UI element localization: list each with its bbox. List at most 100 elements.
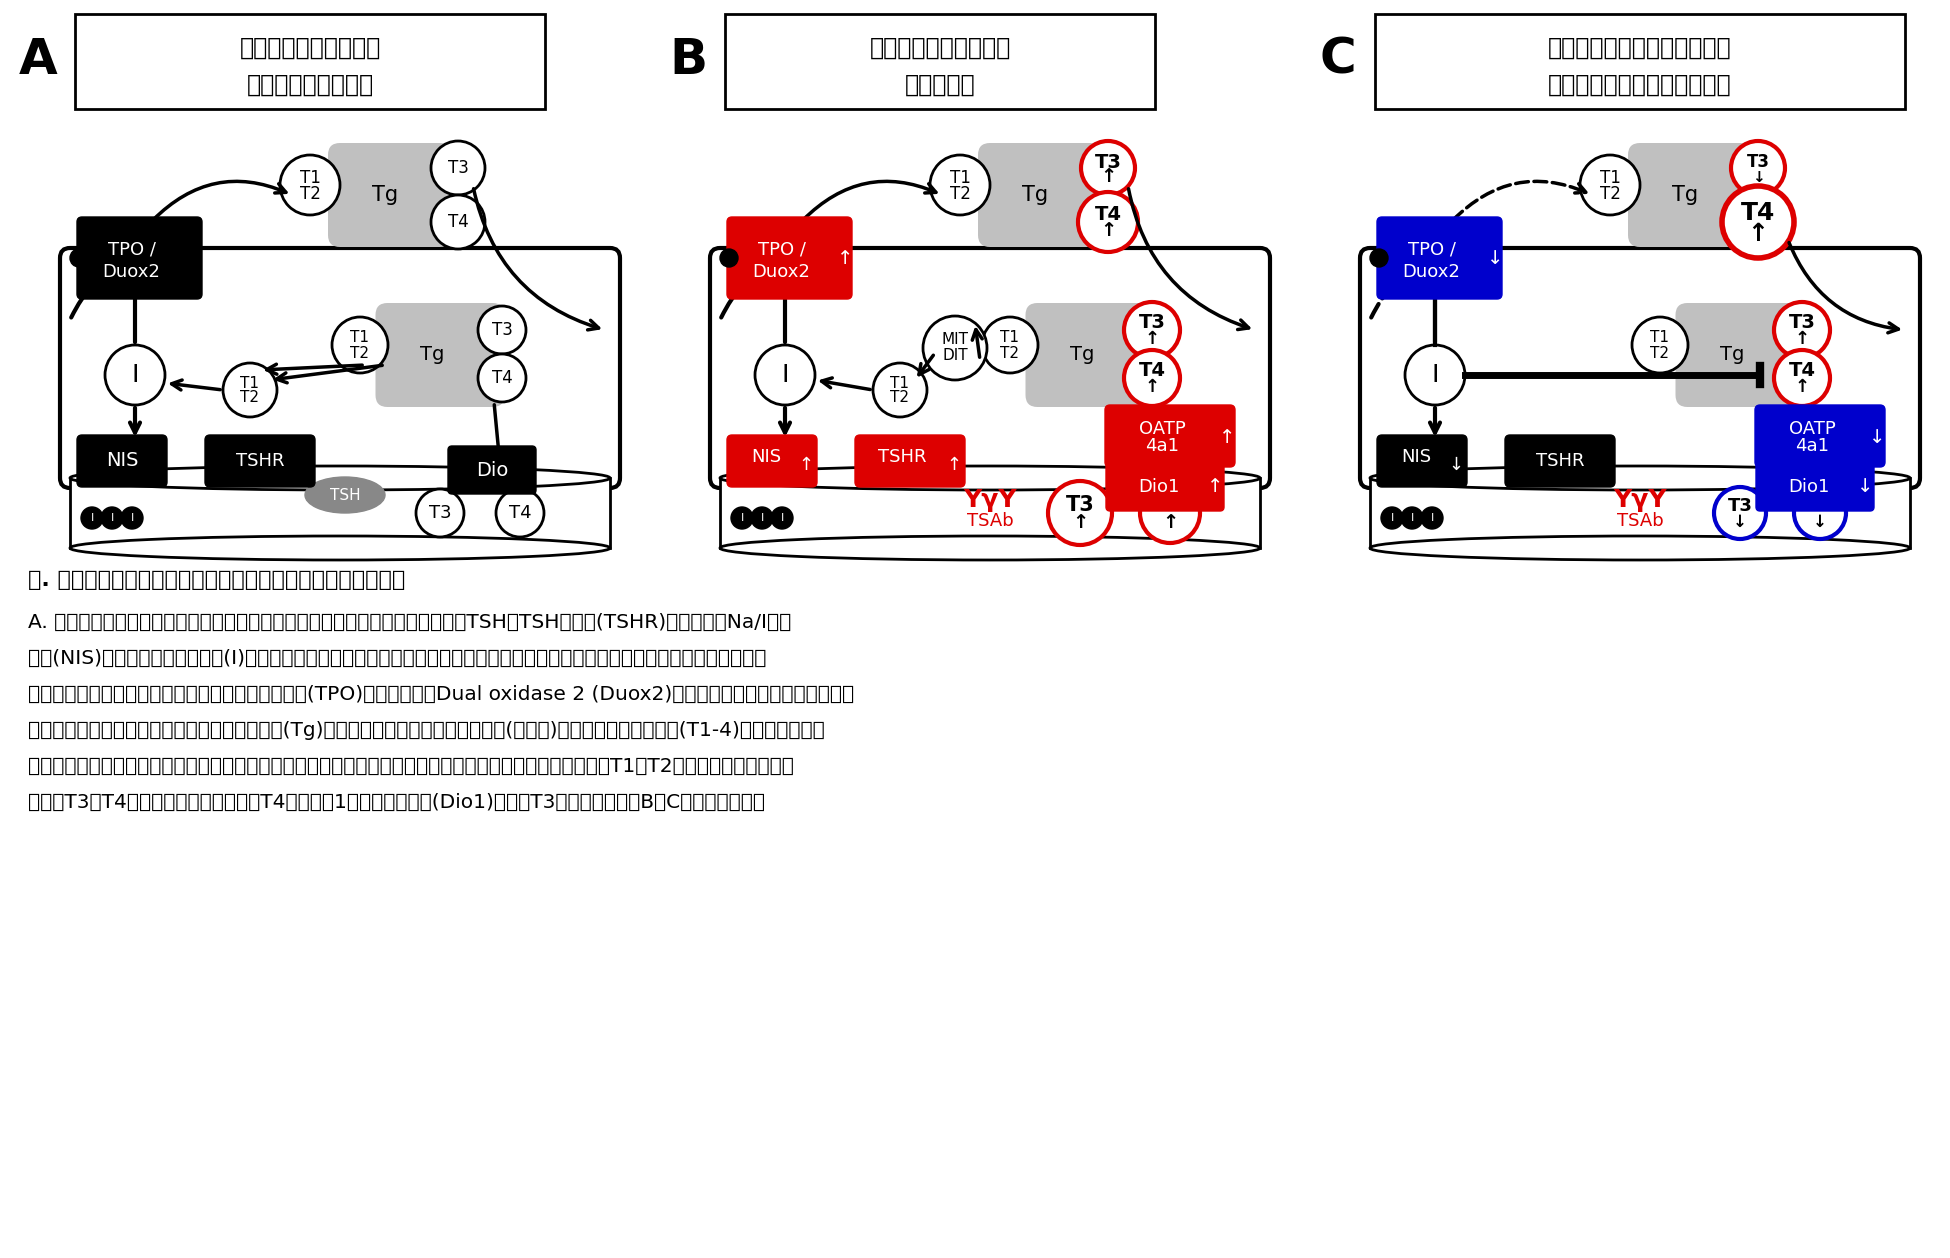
Circle shape (478, 353, 526, 403)
Ellipse shape (304, 477, 384, 513)
Text: T1: T1 (1599, 169, 1620, 187)
Text: Dio1: Dio1 (1788, 478, 1829, 496)
Text: 細胞外の空間に輸送され、甲状腺ペルオキシダーゼ(TPO)を触媒としてDual oxidase 2 (Duox2)により産生された過酸化水素と酸: 細胞外の空間に輸送され、甲状腺ペルオキシダーゼ(TPO)を触媒としてDual o… (27, 686, 854, 704)
Text: T1: T1 (891, 375, 909, 390)
Text: NIS: NIS (105, 452, 138, 470)
Text: I: I (741, 513, 743, 523)
Circle shape (1774, 350, 1829, 406)
Text: Duox2: Duox2 (1402, 263, 1461, 282)
Text: 血中ヨウ素濃度が正常: 血中ヨウ素濃度が正常 (240, 36, 380, 60)
Ellipse shape (1371, 465, 1909, 491)
Circle shape (1406, 345, 1464, 405)
Text: I: I (1431, 364, 1439, 387)
Text: TSHR: TSHR (236, 452, 285, 470)
FancyBboxPatch shape (1359, 248, 1921, 488)
Circle shape (101, 507, 123, 530)
FancyBboxPatch shape (328, 143, 452, 247)
Text: T2: T2 (891, 390, 909, 405)
Circle shape (415, 489, 464, 537)
Text: ↑: ↑ (1747, 221, 1769, 247)
Text: 送体(NIS)の機能を高め、ヨウ素(I)取り込みが促進される。細胞内に取り込まれたヨウ素は、甲状腺特有の構造である濾胞腔という: 送体(NIS)の機能を高め、ヨウ素(I)取り込みが促進される。細胞内に取り込まれ… (27, 649, 766, 668)
Text: ↑: ↑ (1794, 377, 1810, 396)
Circle shape (1080, 141, 1135, 195)
Text: I: I (1410, 513, 1414, 523)
Text: T3: T3 (491, 321, 513, 338)
Circle shape (755, 345, 815, 405)
Text: I: I (111, 513, 113, 523)
Text: T2: T2 (950, 185, 971, 203)
Text: MIT: MIT (942, 332, 969, 347)
Circle shape (731, 507, 753, 530)
Text: I: I (780, 513, 784, 523)
Text: ↑: ↑ (1100, 167, 1115, 186)
Circle shape (1047, 481, 1112, 545)
Circle shape (770, 507, 794, 530)
Text: OATP: OATP (1139, 420, 1186, 438)
Circle shape (1794, 487, 1847, 538)
Text: T4: T4 (509, 504, 530, 522)
Text: T1: T1 (1650, 331, 1669, 346)
Ellipse shape (70, 465, 610, 491)
Text: 血中ヨウ素濃度が正常: 血中ヨウ素濃度が正常 (870, 36, 1010, 60)
Text: Tg: Tg (372, 185, 398, 205)
Text: Tg: Tg (419, 346, 445, 365)
FancyBboxPatch shape (727, 435, 817, 487)
FancyBboxPatch shape (1377, 435, 1466, 487)
Text: ↓: ↓ (1734, 513, 1747, 531)
FancyBboxPatch shape (76, 435, 168, 487)
Text: T4: T4 (491, 369, 513, 387)
Text: T1: T1 (300, 169, 320, 187)
Text: DIT: DIT (942, 348, 967, 364)
Text: ↑: ↑ (1207, 478, 1223, 497)
Circle shape (1371, 249, 1388, 267)
Text: ↓: ↓ (1751, 170, 1765, 185)
FancyBboxPatch shape (448, 447, 536, 494)
Text: ↑: ↑ (1145, 377, 1160, 396)
Text: 化反応を起こす。その結果、サイログロブリン(Tg)上のチロシン残基にヨウ素が付加(有機化)され、甲状腺ホルモン(T1-4)が産生される。: 化反応を起こす。その結果、サイログロブリン(Tg)上のチロシン残基にヨウ素が付加… (27, 721, 825, 740)
Text: T4: T4 (1808, 497, 1833, 515)
Text: ↓: ↓ (1486, 249, 1503, 268)
Text: T3: T3 (1728, 497, 1753, 515)
Text: T3: T3 (1065, 494, 1094, 515)
Ellipse shape (1371, 536, 1909, 560)
Text: T2: T2 (1599, 185, 1620, 203)
Circle shape (121, 507, 142, 530)
Text: ↑: ↑ (1794, 330, 1810, 348)
Circle shape (431, 141, 486, 195)
Text: T2: T2 (351, 346, 369, 361)
Text: Dio: Dio (476, 460, 509, 479)
Text: ↑: ↑ (837, 249, 854, 268)
Circle shape (70, 249, 88, 267)
Circle shape (983, 317, 1037, 374)
Bar (1371, 478, 1909, 548)
Text: C: C (1320, 36, 1357, 84)
Text: バセドウ病: バセドウ病 (905, 73, 975, 97)
Text: ↑: ↑ (1162, 513, 1178, 532)
Text: TPO /: TPO / (1408, 240, 1455, 258)
Text: I: I (131, 364, 138, 387)
FancyBboxPatch shape (1505, 435, 1615, 487)
Circle shape (720, 249, 737, 267)
Circle shape (930, 155, 991, 215)
Text: A: A (20, 36, 57, 84)
Circle shape (495, 489, 544, 537)
Text: TSAb: TSAb (1617, 512, 1663, 530)
Text: OATP: OATP (1788, 420, 1835, 438)
Circle shape (1078, 192, 1139, 252)
Text: NIS: NIS (751, 448, 782, 465)
Circle shape (82, 507, 103, 530)
Text: ↑: ↑ (1100, 221, 1115, 240)
Text: T4: T4 (1788, 361, 1815, 380)
Text: TPO /: TPO / (107, 240, 156, 258)
Text: TSAb: TSAb (967, 512, 1014, 530)
FancyBboxPatch shape (1628, 143, 1751, 247)
FancyBboxPatch shape (854, 435, 965, 487)
Text: T4: T4 (1094, 205, 1121, 224)
Text: T3: T3 (429, 504, 450, 522)
Text: NIS: NIS (1400, 448, 1431, 465)
Ellipse shape (70, 536, 610, 560)
Text: I: I (782, 364, 788, 387)
Text: ↑: ↑ (1145, 330, 1160, 348)
Circle shape (478, 306, 526, 353)
FancyBboxPatch shape (76, 216, 203, 299)
